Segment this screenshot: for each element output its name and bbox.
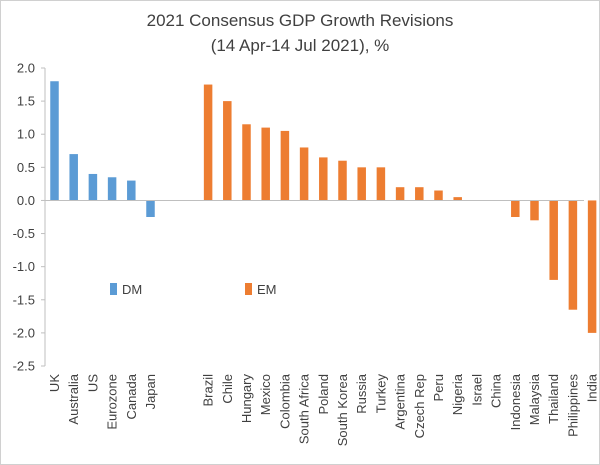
legend-label-em: EM <box>257 282 277 297</box>
x-tick-label: China <box>489 373 504 408</box>
x-tick-label: Eurozone <box>105 374 120 430</box>
bar-peru <box>434 190 443 201</box>
y-tick-label: -2.0 <box>13 325 35 340</box>
bar-argentina <box>395 187 405 201</box>
x-tick-label: Turkey <box>373 374 388 414</box>
bar-indonesia <box>511 200 520 217</box>
y-tick-label: 1.0 <box>17 127 35 142</box>
x-tick-label: Chile <box>220 374 235 404</box>
y-tick-label: -1.0 <box>13 259 35 274</box>
x-tick-label: India <box>585 373 600 402</box>
y-tick-label: -0.5 <box>13 226 35 241</box>
legend-swatch-em <box>245 283 252 295</box>
bar-canada <box>127 180 136 201</box>
x-tick-label: US <box>85 374 100 392</box>
bar-mexico <box>261 127 270 201</box>
x-tick-label: Philippines <box>565 374 580 437</box>
bar-india <box>587 200 597 333</box>
x-tick-label: Malaysia <box>527 373 542 425</box>
bar-south-africa <box>299 147 309 201</box>
x-tick-label: Brazil <box>201 374 216 407</box>
bar-russia <box>357 167 366 201</box>
x-tick-label: UK <box>47 374 62 392</box>
x-tick-label: South Africa <box>297 373 312 444</box>
bar-us <box>88 173 98 201</box>
bar-chile <box>223 101 232 201</box>
x-tick-label: Colombia <box>277 373 292 429</box>
bar-uk <box>50 81 59 201</box>
y-tick-label: 0.0 <box>17 193 35 208</box>
x-tick-label: Australia <box>66 373 81 424</box>
x-tick-label: Czech Rep <box>412 374 427 438</box>
x-tick-label: Israel <box>469 374 484 406</box>
x-tick-label: Hungary <box>239 374 254 424</box>
bar-thailand <box>549 200 558 280</box>
bars <box>50 81 597 333</box>
bar-czech-rep <box>415 187 424 201</box>
x-tick-label: South Korea <box>335 373 350 446</box>
x-tick-label: Nigeria <box>450 373 465 415</box>
x-tick-label: Poland <box>316 374 331 414</box>
x-tick-label: Indonesia <box>508 373 523 430</box>
x-tick-label: Thailand <box>546 374 561 424</box>
x-tick-label: Mexico <box>258 374 273 415</box>
x-tick-label: Japan <box>143 374 158 409</box>
bar-colombia <box>280 130 290 201</box>
x-axis-labels: UK Australia US Eurozone Canada Japan Brazil Ch… <box>47 373 600 446</box>
bar-poland <box>319 157 328 201</box>
bar-nigeria <box>453 197 462 201</box>
bar-japan <box>146 200 155 217</box>
y-tick-label: -2.5 <box>13 359 35 374</box>
bar-malaysia <box>530 200 539 221</box>
bar-eurozone <box>107 177 117 201</box>
chart-title: 2021 Consensus GDP Growth Revisions <box>147 11 454 30</box>
y-tick-label: -1.5 <box>13 292 35 307</box>
x-tick-label: Argentina <box>393 373 408 429</box>
x-tick-label: Peru <box>431 374 446 401</box>
bar-australia <box>69 154 78 201</box>
chart-subtitle: (14 Apr-14 Jul 2021), % <box>211 36 390 55</box>
bar-brazil <box>203 84 213 201</box>
legend: DM EM <box>110 282 277 297</box>
bar-philippines <box>568 200 578 310</box>
y-tick-label: 1.5 <box>17 94 35 109</box>
bar-turkey <box>376 167 386 201</box>
x-tick-label: Russia <box>354 373 369 414</box>
y-tick-label: 2.0 <box>17 61 35 76</box>
y-tick-label: 0.5 <box>17 160 35 175</box>
bar-hungary <box>242 124 251 201</box>
y-axis: 2.0 1.5 1.0 0.5 0.0 -0.5 -1.0 -1.5 -2.0 -2.5 <box>13 61 46 374</box>
legend-swatch-dm <box>110 283 117 295</box>
bar-south-korea <box>338 160 347 201</box>
legend-label-dm: DM <box>122 282 142 297</box>
x-tick-label: Canada <box>124 373 139 419</box>
